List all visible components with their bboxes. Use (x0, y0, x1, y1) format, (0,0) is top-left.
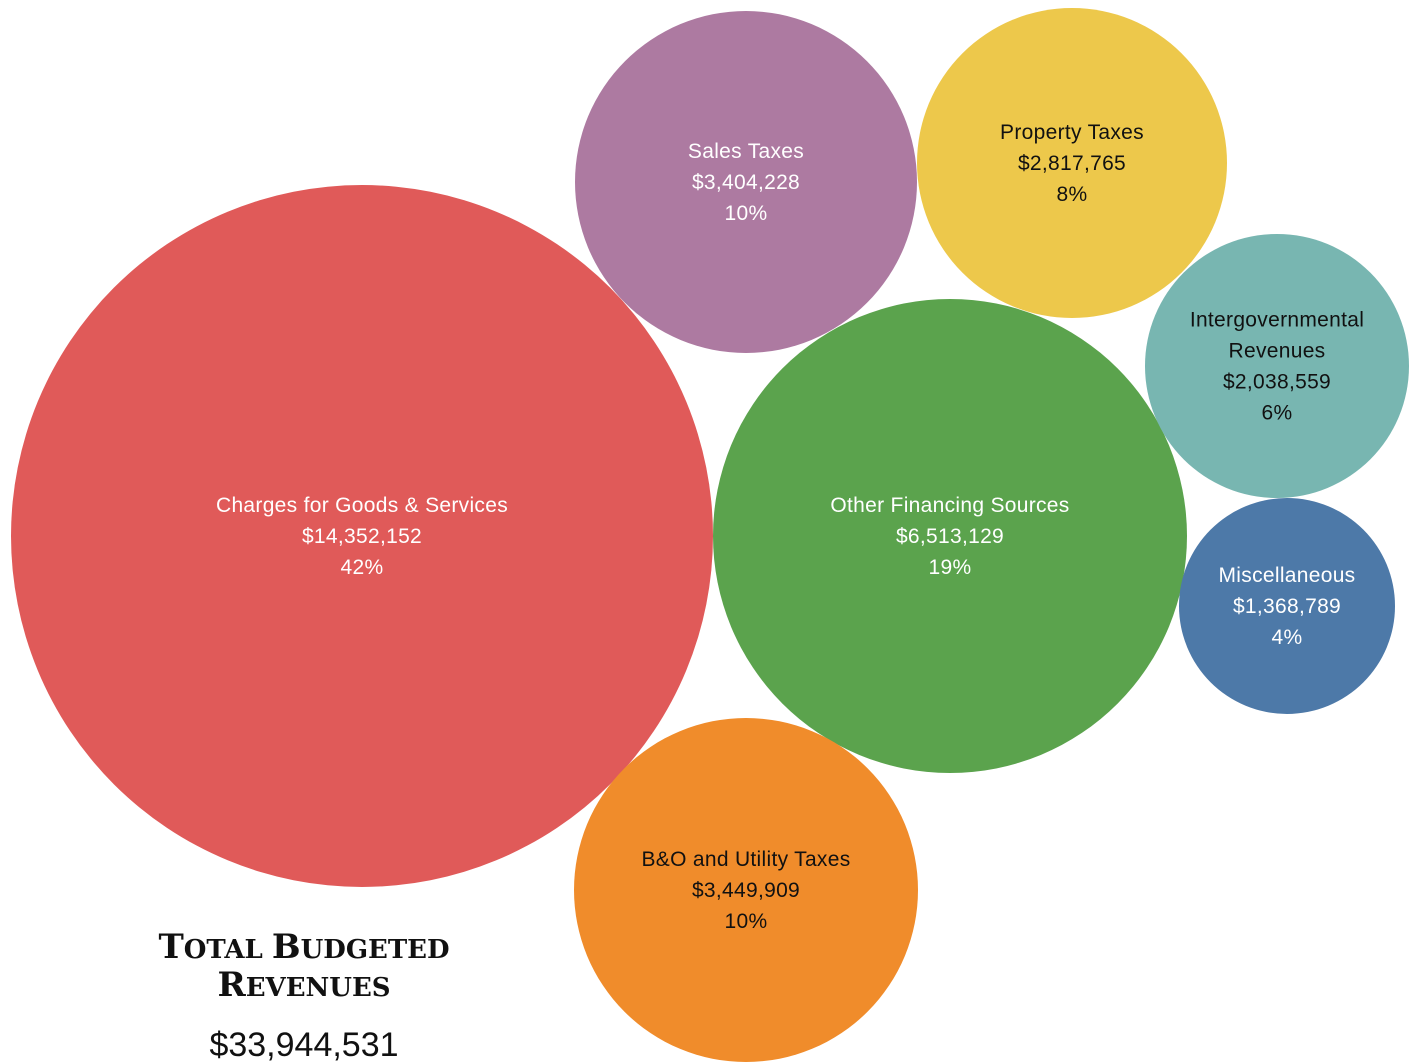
bubble-percent: 19% (929, 556, 972, 579)
bubble-circle (11, 185, 713, 887)
bubble-label: Miscellaneous (1219, 564, 1356, 587)
bubble-intergovernmental-revenues: Intergovernmental Revenues $2,038,559 6% (1145, 234, 1409, 498)
total-amount: $33,944,531 (209, 1026, 398, 1063)
bubble-amount: $3,404,228 (692, 171, 800, 194)
bubble-label: B&O and Utility Taxes (642, 848, 851, 871)
bubble-label: Other Financing Sources (830, 494, 1069, 517)
bubble-amount: $2,817,765 (1018, 152, 1126, 175)
bubble-percent: 4% (1272, 626, 1303, 649)
bubble-amount: $3,449,909 (692, 879, 800, 902)
bubble-percent: 42% (341, 556, 384, 579)
bubble-label-line2: Revenues (1229, 340, 1326, 363)
bubble-property-taxes: Property Taxes $2,817,765 8% (917, 8, 1227, 318)
bubble-label-line1: Intergovernmental (1190, 309, 1364, 332)
bubble-amount: $2,038,559 (1223, 371, 1331, 394)
bubble-label: Sales Taxes (688, 140, 804, 163)
bubble-circle (1179, 498, 1395, 714)
bubble-percent: 8% (1057, 183, 1088, 206)
bubble-circle (917, 8, 1227, 318)
bubble-amount: $1,368,789 (1233, 595, 1341, 618)
bubble-circle (574, 718, 918, 1062)
bubbles-group: Charges for Goods & Services $14,352,152 4… (11, 8, 1409, 1062)
bubble-percent: 6% (1262, 402, 1293, 425)
bubble-amount: $6,513,129 (896, 525, 1004, 548)
bubble-miscellaneous: Miscellaneous $1,368,789 4% (1179, 498, 1395, 714)
bubble-circle (1145, 234, 1409, 498)
bubble-other-financing-sources: Other Financing Sources $6,513,129 19% (713, 299, 1187, 773)
total-budgeted-revenues: TOTAL BUDGETED REVENUES $33,944,531 (158, 927, 449, 1063)
bubble-percent: 10% (725, 202, 768, 225)
bubble-label: Property Taxes (1000, 121, 1144, 144)
bubble-charges-for-goods-services: Charges for Goods & Services $14,352,152 4… (11, 185, 713, 887)
total-title-line2: REVENUES (217, 965, 390, 1005)
bubble-circle (575, 11, 917, 353)
bubble-sales-taxes: Sales Taxes $3,404,228 10% (575, 11, 917, 353)
bubble-b-o-and-utility-taxes: B&O and Utility Taxes $3,449,909 10% (574, 718, 918, 1062)
bubble-amount: $14,352,152 (302, 525, 422, 548)
total-title-line1: TOTAL BUDGETED (158, 927, 449, 967)
bubble-percent: 10% (725, 910, 768, 933)
bubble-circle (713, 299, 1187, 773)
bubble-label: Charges for Goods & Services (216, 494, 508, 517)
